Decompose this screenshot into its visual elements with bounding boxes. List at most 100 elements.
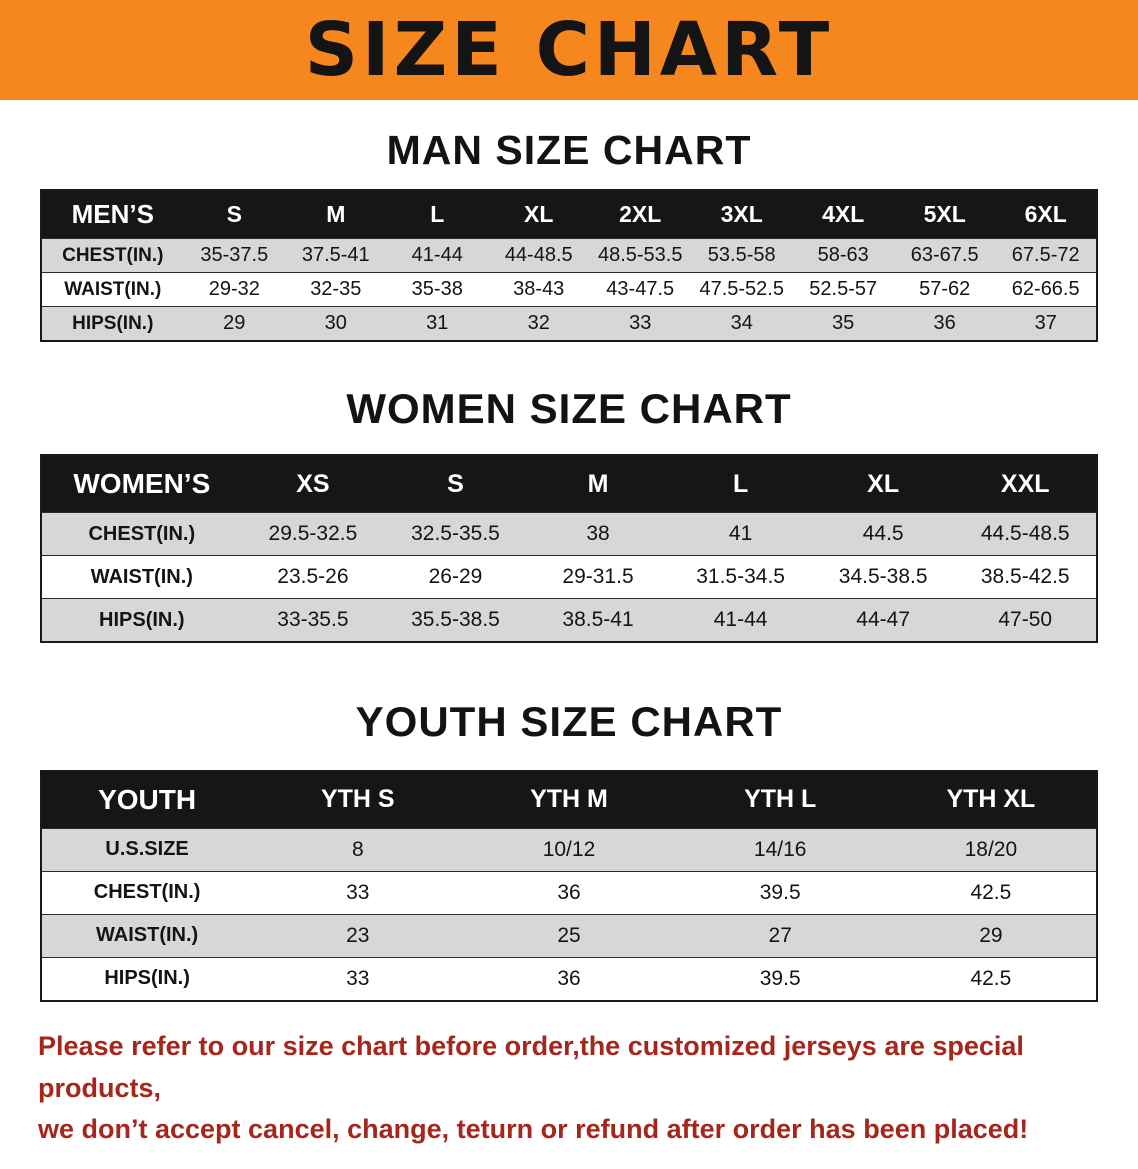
size-value: 44-48.5 xyxy=(488,238,590,273)
table-row: CHEST(IN.) 35-37.5 37.5-41 41-44 44-48.5 48.5… xyxy=(41,238,1097,273)
size-column-header: YTH XL xyxy=(885,770,1097,829)
size-value: 38 xyxy=(526,512,670,556)
size-value: 34 xyxy=(690,306,793,342)
size-value: 37 xyxy=(995,306,1097,342)
youth-size-chart-section: YOUTH SIZE CHART YOUTH YTH S YTH M YTH L YTH … xyxy=(40,698,1098,1002)
man-size-chart-heading: MAN SIZE CHART xyxy=(386,127,752,173)
disclaimer-line-1: Please refer to our size chart before or… xyxy=(38,1030,1024,1103)
size-value: 32.5-35.5 xyxy=(384,512,527,556)
size-value: 48.5-53.5 xyxy=(589,238,691,273)
size-column-header: 6XL xyxy=(995,190,1097,239)
table-row: HIPS(IN.) 33 36 39.5 42.5 xyxy=(41,956,1097,1001)
size-value: 42.5 xyxy=(885,956,1097,1001)
size-column-header: L xyxy=(669,455,812,513)
size-column-header: YTH L xyxy=(674,770,886,829)
row-label: WAIST(IN.) xyxy=(41,555,242,599)
size-value: 39.5 xyxy=(674,956,886,1001)
row-label: CHEST(IN.) xyxy=(41,512,242,556)
size-column-header: XL xyxy=(488,190,590,239)
man-size-table: MEN’S S M L XL 2XL 3XL 4XL 5XL 6XL CHEST(IN.) 35-37… xyxy=(40,189,1098,343)
table-row: HIPS(IN.) 33-35.5 35.5-38.5 38.5-41 41-44 44-… xyxy=(41,598,1097,643)
row-label: HIPS(IN.) xyxy=(41,956,253,1001)
disclaimer-note: Please refer to our size chart before or… xyxy=(38,1026,1100,1152)
size-column-header: S xyxy=(183,190,286,239)
size-column-header: M xyxy=(526,455,670,513)
size-value: 52.5-57 xyxy=(792,272,894,307)
size-value: 38.5-42.5 xyxy=(954,555,1097,599)
size-value: 41-44 xyxy=(669,598,812,643)
size-value: 33 xyxy=(589,306,691,342)
size-value: 36 xyxy=(893,306,996,342)
size-value: 14/16 xyxy=(674,827,886,872)
size-value: 41 xyxy=(669,512,812,556)
table-header-row: WOMEN’S XS S M L XL XXL xyxy=(41,455,1097,513)
size-value: 25 xyxy=(463,913,675,958)
youth-size-table: YOUTH YTH S YTH M YTH L YTH XL U.S.SIZE 8 10/12… xyxy=(40,769,1098,1002)
row-label: CHEST(IN.) xyxy=(41,870,253,915)
size-value: 62-66.5 xyxy=(995,272,1097,307)
size-value: 44.5 xyxy=(811,512,955,556)
size-value: 35.5-38.5 xyxy=(384,598,527,643)
table-row: WAIST(IN.) 23 25 27 29 xyxy=(41,913,1097,958)
table-header-row: YOUTH YTH S YTH M YTH L YTH XL xyxy=(41,770,1097,829)
table-row: HIPS(IN.) 29 30 31 32 33 34 35 36 37 xyxy=(41,306,1097,342)
table-header-row: MEN’S S M L XL 2XL 3XL 4XL 5XL 6XL xyxy=(41,190,1097,239)
size-column-header: L xyxy=(386,190,488,239)
row-label: U.S.SIZE xyxy=(41,827,253,872)
size-value: 44.5-48.5 xyxy=(954,512,1097,556)
size-value: 38.5-41 xyxy=(526,598,670,643)
table-row: CHEST(IN.) 29.5-32.5 32.5-35.5 38 41 44.5 44.5… xyxy=(41,512,1097,556)
size-value: 29 xyxy=(183,306,286,342)
size-value: 29.5-32.5 xyxy=(241,512,385,556)
size-value: 29 xyxy=(885,913,1097,958)
size-value: 67.5-72 xyxy=(995,238,1097,273)
size-value: 33 xyxy=(252,870,464,915)
size-value: 35-37.5 xyxy=(183,238,286,273)
size-value: 26-29 xyxy=(384,555,527,599)
row-label: HIPS(IN.) xyxy=(41,306,184,342)
size-value: 31 xyxy=(386,306,488,342)
size-value: 31.5-34.5 xyxy=(669,555,812,599)
size-value: 58-63 xyxy=(792,238,894,273)
man-table-title-cell: MEN’S xyxy=(41,190,184,239)
size-value: 57-62 xyxy=(893,272,996,307)
size-value: 39.5 xyxy=(674,870,886,915)
size-column-header: XS xyxy=(241,455,385,513)
size-value: 18/20 xyxy=(885,827,1097,872)
size-value: 32-35 xyxy=(285,272,387,307)
size-value: 47.5-52.5 xyxy=(690,272,793,307)
size-value: 34.5-38.5 xyxy=(811,555,955,599)
size-value: 27 xyxy=(674,913,886,958)
row-label: CHEST(IN.) xyxy=(41,238,184,273)
women-size-chart-heading: WOMEN SIZE CHART xyxy=(346,385,792,433)
size-value: 33-35.5 xyxy=(241,598,385,643)
size-value: 35-38 xyxy=(386,272,488,307)
women-size-chart-section: WOMEN SIZE CHART WOMEN’S XS S M L XL XXL CHEST(I… xyxy=(40,385,1098,644)
banner-title: SIZE CHART xyxy=(304,7,834,93)
size-value: 8 xyxy=(252,827,464,872)
women-size-table: WOMEN’S XS S M L XL XXL CHEST(IN.) 29.5-32.5 32.5… xyxy=(40,454,1098,644)
size-value: 38-43 xyxy=(488,272,590,307)
size-chart-sections: MAN SIZE CHART MEN’S S M L XL 2XL 3XL 4XL 5XL 6XL C… xyxy=(0,127,1138,1002)
size-value: 35 xyxy=(792,306,894,342)
row-label: WAIST(IN.) xyxy=(41,913,253,958)
table-row: WAIST(IN.) 29-32 32-35 35-38 38-43 43-47.5 47.… xyxy=(41,272,1097,307)
table-row: U.S.SIZE 8 10/12 14/16 18/20 xyxy=(41,827,1097,872)
size-column-header: 5XL xyxy=(893,190,996,239)
size-value: 36 xyxy=(463,956,675,1001)
size-value: 30 xyxy=(285,306,387,342)
size-value: 36 xyxy=(463,870,675,915)
youth-size-chart-heading: YOUTH SIZE CHART xyxy=(355,698,783,746)
size-column-header: M xyxy=(285,190,387,239)
size-value: 42.5 xyxy=(885,870,1097,915)
table-row: WAIST(IN.) 23.5-26 26-29 29-31.5 31.5-34.5 34… xyxy=(41,555,1097,599)
size-column-header: 4XL xyxy=(792,190,894,239)
man-size-chart-section: MAN SIZE CHART MEN’S S M L XL 2XL 3XL 4XL 5XL 6XL C… xyxy=(40,127,1098,343)
size-value: 47-50 xyxy=(954,598,1097,643)
size-value: 29-31.5 xyxy=(526,555,670,599)
women-table-title-cell: WOMEN’S xyxy=(41,455,242,513)
table-row: CHEST(IN.) 33 36 39.5 42.5 xyxy=(41,870,1097,915)
size-value: 23 xyxy=(252,913,464,958)
size-value: 41-44 xyxy=(386,238,488,273)
size-value: 23.5-26 xyxy=(241,555,385,599)
